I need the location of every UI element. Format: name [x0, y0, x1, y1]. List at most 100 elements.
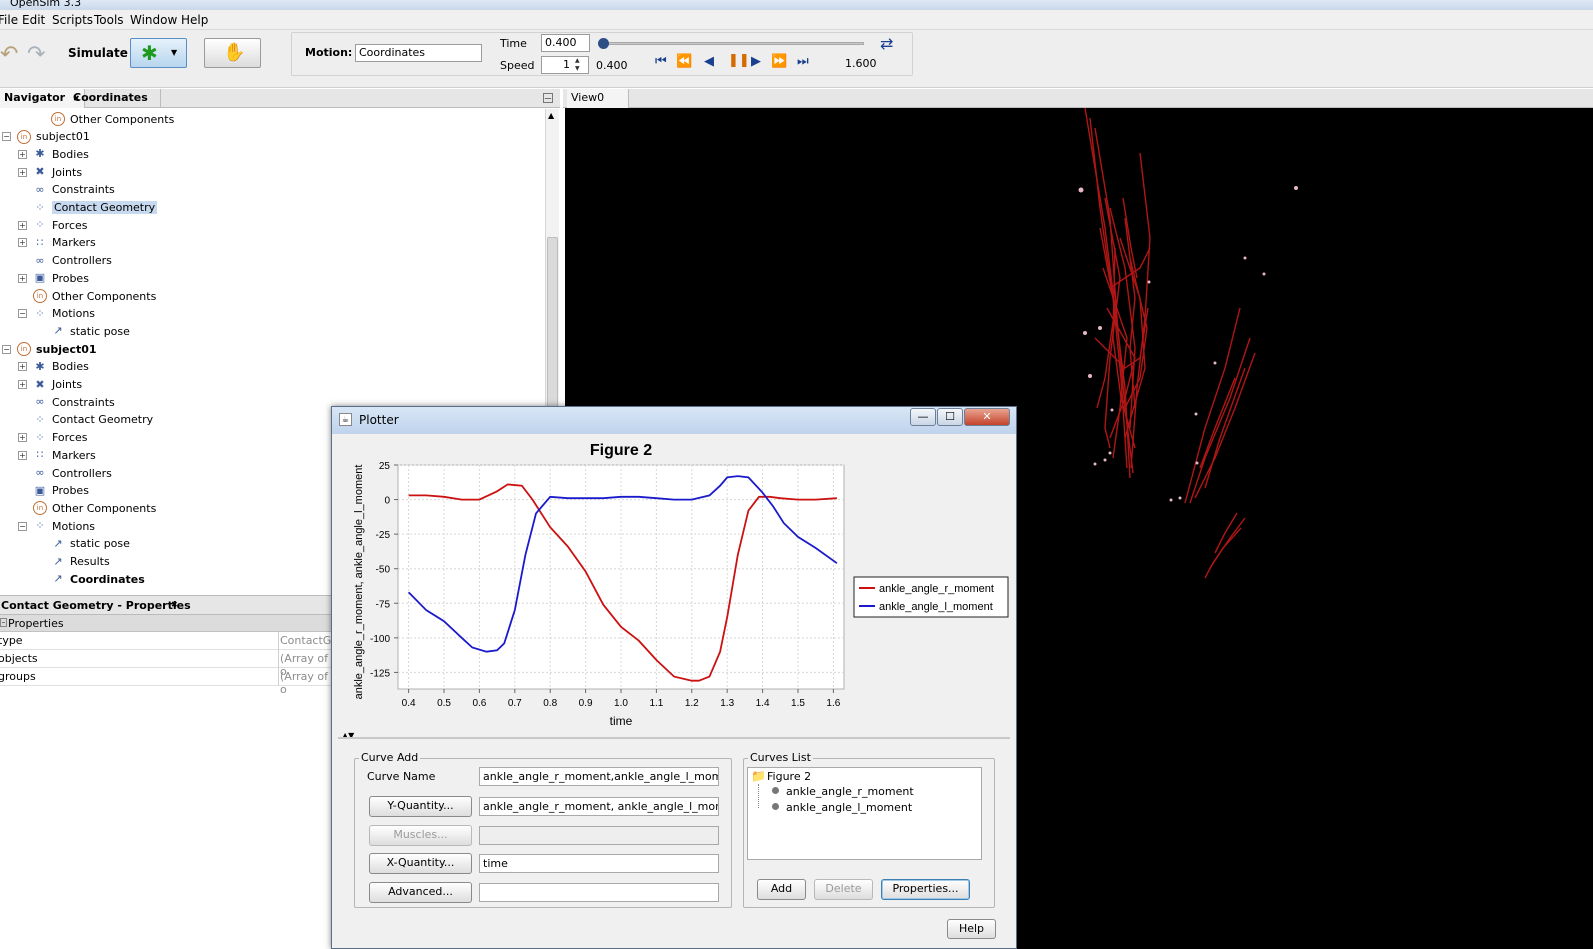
x-quantity-field[interactable]: time: [479, 854, 719, 873]
curve-properties-button[interactable]: Properties...: [881, 879, 970, 900]
tree-node[interactable]: ∞ Controllers: [18, 464, 111, 482]
x-quantity-button[interactable]: X-Quantity...: [369, 853, 472, 874]
tree-node[interactable]: + ✱ Bodies: [18, 358, 89, 376]
tree-node[interactable]: + ⁘ Forces: [18, 429, 88, 447]
close-icon[interactable]: ✖: [171, 600, 178, 609]
tree-node[interactable]: ∞ Constraints: [18, 181, 114, 199]
maximize-window-button[interactable]: ☐: [937, 408, 963, 426]
tab-navigator[interactable]: Navigator ✖: [0, 89, 85, 108]
tree-expander-icon[interactable]: +: [18, 220, 27, 230]
tree-node[interactable]: ▣ Probes: [18, 482, 89, 500]
scroll-thumb[interactable]: [547, 237, 558, 407]
tree-node[interactable]: ↗ Coordinates: [36, 570, 144, 588]
undo-icon[interactable]: ↶: [0, 42, 19, 67]
curves-tree-root[interactable]: Figure 2: [767, 770, 812, 783]
tree-node[interactable]: + ✱ Bodies: [18, 145, 89, 163]
tree-expander-icon[interactable]: +: [18, 167, 27, 177]
menu-window[interactable]: Window: [130, 13, 178, 27]
tree-node[interactable]: ∞ Controllers: [18, 252, 111, 270]
time-slider-track[interactable]: [602, 42, 864, 45]
minimize-window-button[interactable]: —: [910, 408, 936, 426]
spinner-arrows-icon[interactable]: ▲ ▼: [575, 57, 580, 72]
properties-tab[interactable]: Contact Geometry - Properties ✖: [0, 595, 332, 615]
minimize-panel-icon[interactable]: —: [543, 93, 553, 103]
tree-node[interactable]: − ⁘ Motions: [18, 517, 95, 535]
advanced-button[interactable]: Advanced...: [369, 882, 472, 903]
skip-to-start-icon[interactable]: ⏮: [655, 54, 667, 69]
tree-node[interactable]: ↗ static pose: [36, 322, 130, 340]
tree-expander-icon[interactable]: +: [18, 273, 27, 283]
tab-coordinates[interactable]: Coordinates: [69, 89, 161, 108]
collapse-icon[interactable]: –: [0, 618, 7, 627]
tree-node[interactable]: − in subject01: [2, 340, 97, 358]
help-button[interactable]: Help: [947, 919, 996, 939]
tree-expander-icon[interactable]: −: [2, 344, 11, 354]
tree-expander-icon[interactable]: +: [18, 433, 27, 443]
menu-help[interactable]: Help: [181, 13, 209, 27]
menu-file[interactable]: File: [0, 13, 19, 27]
tree-node[interactable]: + ⁘ Forces: [18, 216, 88, 234]
play-reverse-icon[interactable]: ◀: [704, 54, 714, 69]
time-input[interactable]: 0.400: [541, 34, 590, 52]
menu-scripts[interactable]: Scripts: [52, 13, 94, 27]
muscles-field[interactable]: [479, 826, 719, 845]
tree-node[interactable]: in Other Components: [36, 110, 174, 128]
tree-node[interactable]: in Other Components: [18, 499, 156, 517]
tree-node[interactable]: + ∷ Markers: [18, 234, 96, 252]
menu-edit[interactable]: Edit: [22, 13, 46, 27]
tree-expander-icon[interactable]: −: [18, 521, 27, 531]
loop-icon[interactable]: ⇄: [880, 34, 894, 53]
tree-expander-icon[interactable]: +: [18, 238, 27, 248]
step-forward-icon[interactable]: ⏩: [771, 54, 788, 69]
tree-node[interactable]: − in subject01: [2, 128, 90, 146]
tree-node[interactable]: + ▣ Probes: [18, 269, 89, 287]
tree-expander-icon[interactable]: +: [18, 380, 27, 389]
muscles-button[interactable]: Muscles...: [369, 825, 472, 846]
property-value[interactable]: (Array of o: [280, 670, 329, 696]
simulate-button[interactable]: ✱ ▼: [130, 38, 187, 68]
step-back-icon[interactable]: ⏪: [676, 54, 693, 69]
tree-expander-icon[interactable]: −: [2, 132, 11, 142]
curve-item[interactable]: ankle_angle_l_moment: [786, 801, 913, 814]
properties-section-header[interactable]: – Properties: [0, 615, 332, 632]
play-icon[interactable]: ▶: [751, 54, 761, 69]
property-row[interactable]: objects (Array of o: [0, 650, 332, 678]
y-quantity-field[interactable]: ankle_angle_r_moment, ankle_angle_l_mome…: [479, 797, 719, 816]
property-row[interactable]: type ContactGe: [0, 632, 338, 650]
tree-node[interactable]: − ⁘ Motions: [18, 305, 95, 323]
scroll-up-icon[interactable]: ▲: [548, 111, 555, 120]
property-value[interactable]: ContactGe: [280, 634, 339, 647]
tree-node[interactable]: ⁘ Contact Geometry: [18, 199, 158, 217]
menu-tools[interactable]: Tools: [94, 13, 124, 27]
redo-icon[interactable]: ↷: [27, 42, 46, 67]
property-row[interactable]: groups (Array of o: [0, 668, 332, 696]
time-slider-thumb[interactable]: [598, 38, 609, 49]
plotter-title-bar[interactable]: ☕ Plotter — ☐ ✕: [332, 407, 1016, 434]
tree-expander-icon[interactable]: −: [18, 309, 27, 319]
speed-spinner[interactable]: 1: [541, 56, 589, 74]
property-value[interactable]: (Array of o: [280, 652, 329, 678]
advanced-field[interactable]: [479, 883, 719, 902]
curve-name-input[interactable]: ankle_angle_r_moment,ankle_angle_l_momen…: [479, 767, 719, 786]
tree-node[interactable]: ⁘ Contact Geometry: [18, 411, 153, 429]
tree-node[interactable]: in Other Components: [18, 287, 156, 305]
motion-select[interactable]: Coordinates: [355, 44, 482, 62]
pause-icon[interactable]: ❚❚: [728, 53, 750, 68]
tab-view0[interactable]: View0 ✖: [567, 89, 629, 116]
splitter-bar[interactable]: [338, 737, 1010, 739]
tree-node[interactable]: ∞ Constraints: [18, 393, 114, 411]
tree-expander-icon[interactable]: +: [18, 450, 27, 460]
splitter-arrows-icon[interactable]: ▲▼: [342, 731, 355, 740]
tree-node[interactable]: + ∷ Markers: [18, 446, 96, 464]
delete-curve-button[interactable]: Delete: [814, 879, 873, 900]
tree-expander-icon[interactable]: +: [18, 362, 27, 372]
curves-tree[interactable]: 📁 Figure 2 ankle_angle_r_moment ankle_an…: [747, 767, 982, 860]
tree-node[interactable]: + ✖ Joints: [18, 163, 82, 181]
skip-to-end-icon[interactable]: ⏭: [797, 54, 809, 69]
tree-node[interactable]: + ✖ Joints: [18, 376, 82, 394]
tree-node[interactable]: ↗ Results: [36, 553, 109, 571]
stop-simulation-button[interactable]: ✋: [204, 38, 261, 68]
close-window-button[interactable]: ✕: [964, 408, 1010, 426]
tree-expander-icon[interactable]: +: [18, 149, 27, 159]
plot-chart[interactable]: Figure 2 0.4 0.5 0.6 0.7 0.8 0.9 1.0 1.1 1.2 1.3 1.…: [338, 435, 1010, 735]
